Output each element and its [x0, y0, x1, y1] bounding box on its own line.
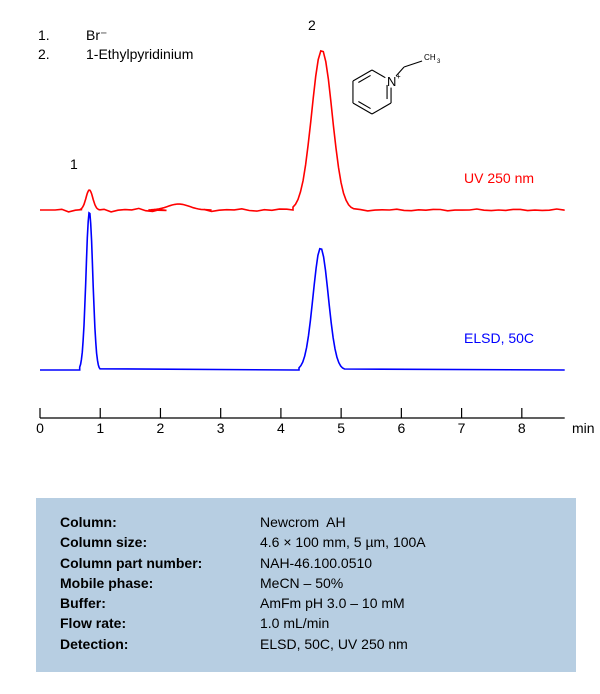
- x-axis-tick-label: 5: [337, 420, 345, 436]
- x-axis-tick-label: 3: [217, 420, 225, 436]
- info-row: Flow rate:1.0 mL/min: [60, 613, 560, 633]
- trace-label-elsd: ELSD, 50C: [464, 330, 534, 346]
- info-value: MeCN – 50%: [260, 573, 343, 593]
- info-label: Column part number:: [60, 553, 260, 573]
- info-row: Buffer:AmFm pH 3.0 – 10 mM: [60, 593, 560, 613]
- info-value: Newcrom AH: [260, 512, 346, 532]
- x-axis-tick-label: 6: [397, 420, 405, 436]
- info-value: AmFm pH 3.0 – 10 mM: [260, 593, 405, 613]
- page: 1. Br⁻ 2. 1-Ethylpyridinium 1 2 N+CH3 UV…: [0, 0, 600, 694]
- info-row: Column part number:NAH-46.100.0510: [60, 553, 560, 573]
- info-value: NAH-46.100.0510: [260, 553, 372, 573]
- trace-uv: [40, 51, 565, 212]
- x-axis-tick-label: 2: [157, 420, 165, 436]
- info-label: Mobile phase:: [60, 573, 260, 593]
- info-label: Buffer:: [60, 593, 260, 613]
- info-label: Detection:: [60, 634, 260, 654]
- trace-label-uv: UV 250 nm: [464, 170, 534, 186]
- x-axis-tick-label: 0: [36, 420, 44, 436]
- info-value: ELSD, 50C, UV 250 nm: [260, 634, 408, 654]
- info-row: Column size:4.6 × 100 mm, 5 µm, 100A: [60, 532, 560, 552]
- info-value: 4.6 × 100 mm, 5 µm, 100A: [260, 532, 426, 552]
- info-label: Column:: [60, 512, 260, 532]
- x-axis-tick-label: 8: [518, 420, 526, 436]
- method-info-panel: Column:Newcrom AHColumn size:4.6 × 100 m…: [36, 498, 576, 672]
- info-value: 1.0 mL/min: [260, 613, 329, 633]
- info-row: Column:Newcrom AH: [60, 512, 560, 532]
- info-label: Flow rate:: [60, 613, 260, 633]
- info-row: Detection:ELSD, 50C, UV 250 nm: [60, 634, 560, 654]
- info-label: Column size:: [60, 532, 260, 552]
- x-axis-tick-label: 7: [458, 420, 466, 436]
- info-row: Mobile phase:MeCN – 50%: [60, 573, 560, 593]
- trace-elsd: [40, 213, 565, 370]
- x-axis-ticks: 0 1 2 3 4 5 6 7 8: [20, 420, 580, 450]
- x-axis-tick-label: 4: [277, 420, 285, 436]
- chromatogram-chart: UV 250 nm ELSD, 50C min: [20, 10, 580, 430]
- x-axis-tick-label: 1: [96, 420, 104, 436]
